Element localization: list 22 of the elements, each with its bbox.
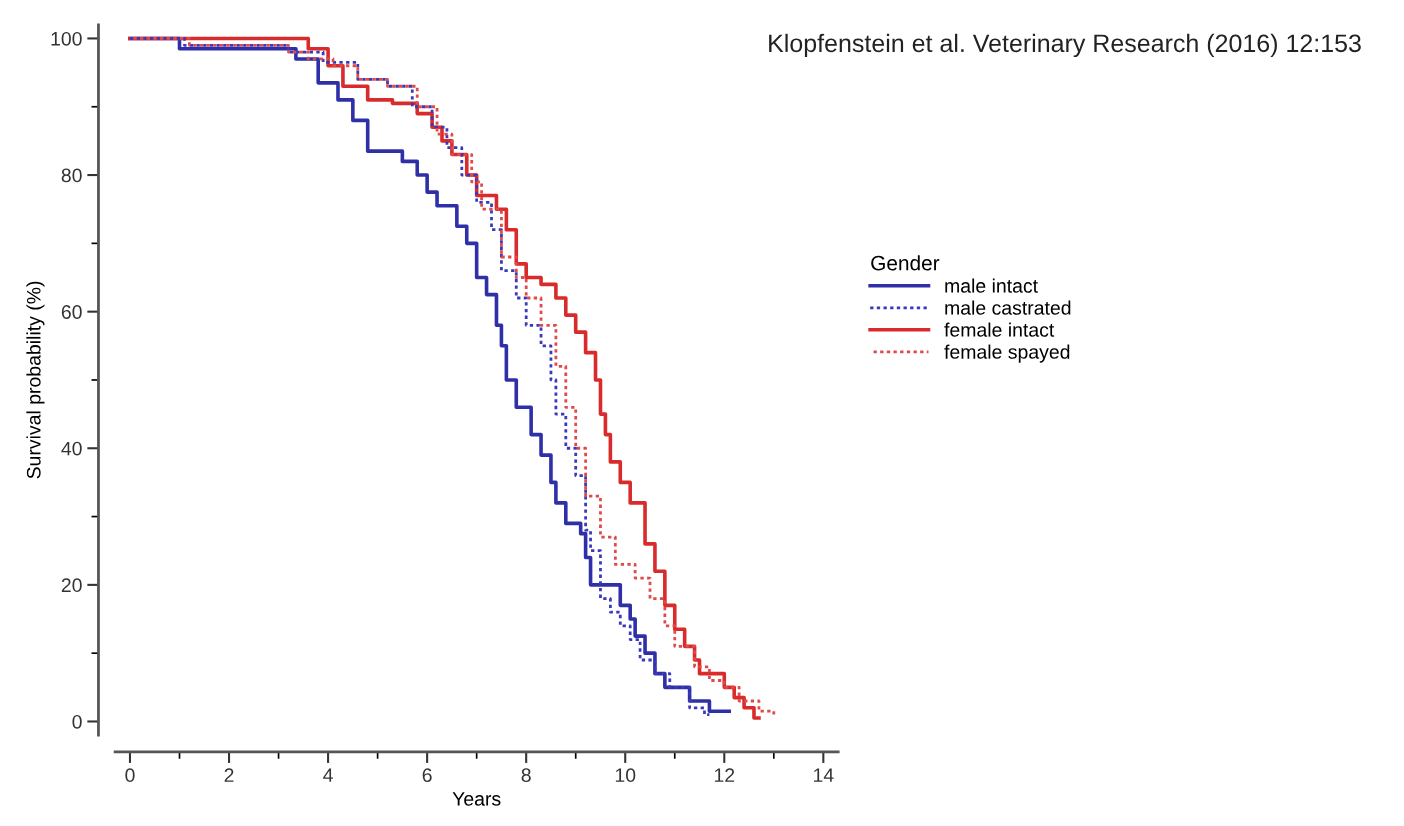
x-tick-label: 2	[224, 768, 234, 782]
legend-title: Gender	[871, 255, 940, 271]
y-tick-label: 100	[51, 31, 82, 46]
legend-label: female intact	[944, 322, 1055, 337]
x-tick-label: 0	[125, 768, 135, 783]
y-tick-label: 60	[61, 305, 82, 319]
legend-label: male castrated	[945, 300, 1071, 315]
x-tick-label: 6	[422, 768, 432, 783]
x-axis-title: Years	[452, 792, 501, 806]
y-axis-title: Survival probability (%)	[26, 281, 45, 479]
y-tick-label: 0	[72, 714, 82, 729]
x-tick-label: 4	[323, 768, 333, 782]
y-tick-label: 20	[61, 578, 82, 593]
legend-label: female spayed	[944, 344, 1070, 363]
legend-label: male intact	[945, 278, 1038, 293]
x-tick-label: 12	[714, 768, 735, 782]
x-tick-label: 10	[615, 768, 636, 783]
annotation: Klopfenstein et al. Veterinary Research (2016) 12:153	[769, 33, 1361, 58]
y-tick-label: 80	[61, 168, 82, 183]
x-tick-label: 8	[521, 768, 531, 783]
x-tick-label: 14	[814, 768, 834, 782]
y-tick-label: 40	[61, 441, 82, 456]
